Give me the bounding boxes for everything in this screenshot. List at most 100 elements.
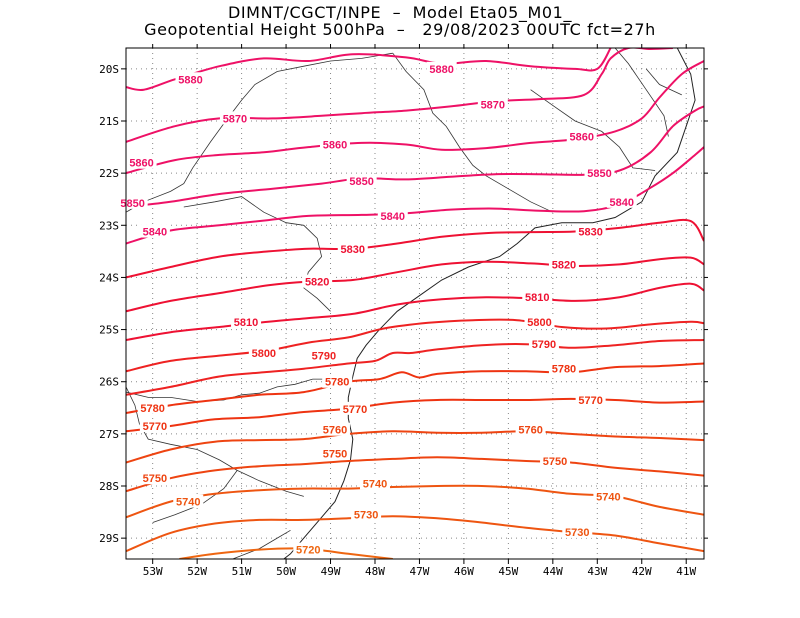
x-tick-label-48W: 48W [365,565,385,578]
contour-5730 [126,515,704,553]
state-boundary [232,529,291,559]
contour-label-bg [575,392,606,406]
plot-frame [125,47,705,560]
x-tick-label-51W: 51W [232,565,252,578]
contour-label-bg [219,111,250,125]
x-tick-label-49W: 49W [321,565,341,578]
contour-label-5770: 5770 [578,395,602,407]
contour-label-5830: 5830 [341,244,365,256]
y-tick-label-29S: 29S [99,532,119,545]
state-boundary [530,89,656,171]
contour-label-bg [139,224,170,238]
contour-label-5840: 5840 [610,197,634,209]
y-tick-label-23S: 23S [99,219,119,232]
contour-label-bg [137,400,168,414]
contour-label-bg [562,524,593,538]
state-boundary [126,378,349,402]
contour-label-bg [302,274,333,288]
contour-label-bg [515,422,546,436]
contour-label-5800: 5800 [527,317,551,329]
contour-label-bg [337,241,368,255]
state-boundary [126,52,393,213]
contour-label-bg [173,494,204,508]
contour-5770 [126,397,704,433]
contour-5800 [126,318,704,373]
contour-label-bg [308,348,339,362]
contour-5850 [126,105,704,208]
contour-label-5730: 5730 [565,527,589,539]
y-tick-label-26S: 26S [99,376,119,389]
x-tick-label-42W: 42W [632,565,652,578]
y-tick-label-25S: 25S [99,324,119,337]
contour-label-bg [231,314,262,328]
contour-label-5740: 5740 [363,478,387,490]
contour-label-bg [293,542,324,556]
contour-label-5850: 5850 [349,176,373,188]
contour-label-bg [319,137,350,151]
contour-label-bg [139,471,170,485]
x-tick-label-53W: 53W [143,565,163,578]
contour-label-5810: 5810 [234,317,258,329]
contour-label-bg [322,374,353,388]
contour-label-5730: 5730 [354,510,378,522]
contour-label-bg [346,173,377,187]
chart-title: DIMNT/CGCT/INPE – Model Eta05_M01_ Geopo… [0,4,800,38]
contour-label-bg [319,422,350,436]
contour-5830 [126,218,704,279]
x-tick-label-46W: 46W [454,565,474,578]
state-boundary [126,386,304,497]
contour-label-5820: 5820 [552,259,576,271]
state-boundary [614,48,669,137]
contour-5870 [126,48,673,143]
contour-label-5860: 5860 [129,158,153,170]
contour-label-bg [351,507,382,521]
contour-label-5770: 5770 [143,421,167,433]
contour-label-bg [359,476,390,490]
contour-label-5780: 5780 [325,377,349,389]
grid-lines [126,48,704,559]
contour-5810 [126,282,704,341]
contour-label-5750: 5750 [323,449,347,461]
x-tick-label-44W: 44W [543,565,563,578]
y-tick-label-22S: 22S [99,167,119,180]
contour-label-5790: 5790 [312,351,336,363]
state-boundary [183,196,331,312]
contour-5790 [126,339,704,396]
y-tick-label-24S: 24S [99,271,119,284]
y-tick-label-28S: 28S [99,480,119,493]
contour-label-bg [426,61,457,75]
contour-5760 [126,430,704,464]
contour-label-5820: 5820 [305,277,329,289]
contour-label-bg [319,446,350,460]
contour-label-5880: 5880 [429,64,453,76]
contour-label-bg [477,97,508,111]
contour-label-5760: 5760 [518,425,542,437]
contour-label-bg [575,224,606,238]
x-tick-label-47W: 47W [410,565,430,578]
contour-5750 [126,456,704,493]
contour-label-5860: 5860 [323,139,347,151]
contour-label-5750: 5750 [143,473,167,485]
contour-label-bg [248,346,279,360]
contour-label-5850: 5850 [120,198,144,210]
state-boundary [392,52,553,213]
contour-label-bg [139,419,170,433]
contour-label-bg [566,129,597,143]
contour-label-bg [524,314,555,328]
x-tick-label-43W: 43W [587,565,607,578]
contour-label-5840: 5840 [381,211,405,223]
contour-label-bg [548,361,579,375]
contour-label-bg [117,195,148,209]
contour-5720 [179,547,393,559]
contour-label-5880: 5880 [178,74,202,86]
x-tick-label-45W: 45W [498,565,518,578]
contour-label-5860: 5860 [569,132,593,144]
contour-label-5850: 5850 [587,168,611,180]
contour-label-bg [548,257,579,271]
contour-label-bg [584,166,615,180]
contour-label-bg [339,401,370,415]
y-tick-label-21S: 21S [99,115,119,128]
axis-ticks: 53W 52W 51W 50W 49W 48W 47W 46W 45W 44W 43W 42W 41W 2… [99,44,708,578]
y-tick-label-20S: 20S [99,63,119,76]
